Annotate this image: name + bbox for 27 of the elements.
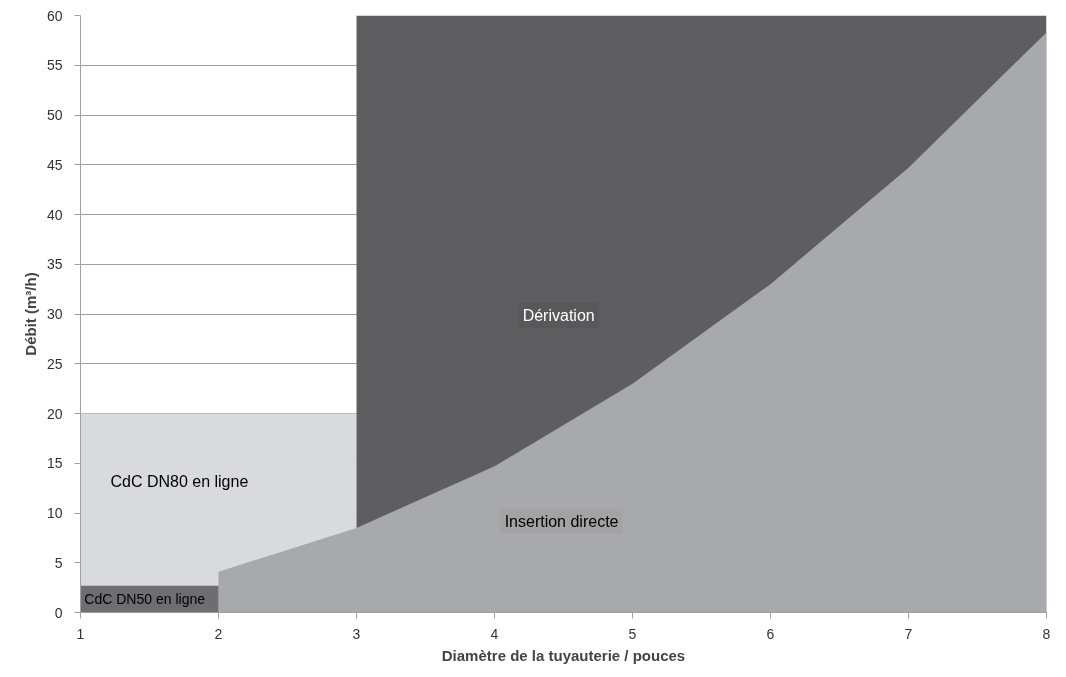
x-tick-label: 5 — [628, 625, 637, 642]
y-tick-label: 55 — [46, 57, 63, 74]
y-axis-title: Débit (m³/h) — [21, 272, 39, 356]
x-tick-label: 6 — [766, 625, 775, 642]
x-tick-label: 2 — [214, 625, 223, 642]
y-tick-label: 50 — [46, 107, 63, 123]
x-tick-label: 8 — [1042, 625, 1051, 642]
series-label: CdC DN50 en ligne — [84, 591, 206, 608]
y-tick-label: 60 — [46, 7, 63, 24]
y-tick-label: 0 — [54, 604, 63, 621]
x-tick-label: 1 — [76, 625, 85, 642]
y-tick-label: 20 — [46, 405, 63, 422]
series-label: Insertion directe — [504, 512, 619, 530]
x-tick-label: 3 — [352, 625, 361, 642]
y-tick-label: 35 — [46, 256, 63, 273]
x-tick-label: 7 — [904, 625, 913, 642]
series-label: CdC DN80 en ligne — [110, 473, 249, 491]
y-tick-label: 30 — [46, 306, 63, 322]
y-tick-label: 15 — [46, 455, 63, 472]
y-tick-label: 10 — [46, 505, 63, 521]
series-label: Dérivation — [522, 306, 595, 324]
x-tick-label: 4 — [490, 625, 499, 642]
y-tick-label: 40 — [46, 206, 63, 223]
y-tick-label: 45 — [46, 156, 63, 173]
y-tick-label: 25 — [46, 355, 63, 372]
x-axis-title: Diamètre de la tuyauterie / pouces — [441, 646, 686, 664]
y-tick-label: 5 — [54, 554, 63, 571]
